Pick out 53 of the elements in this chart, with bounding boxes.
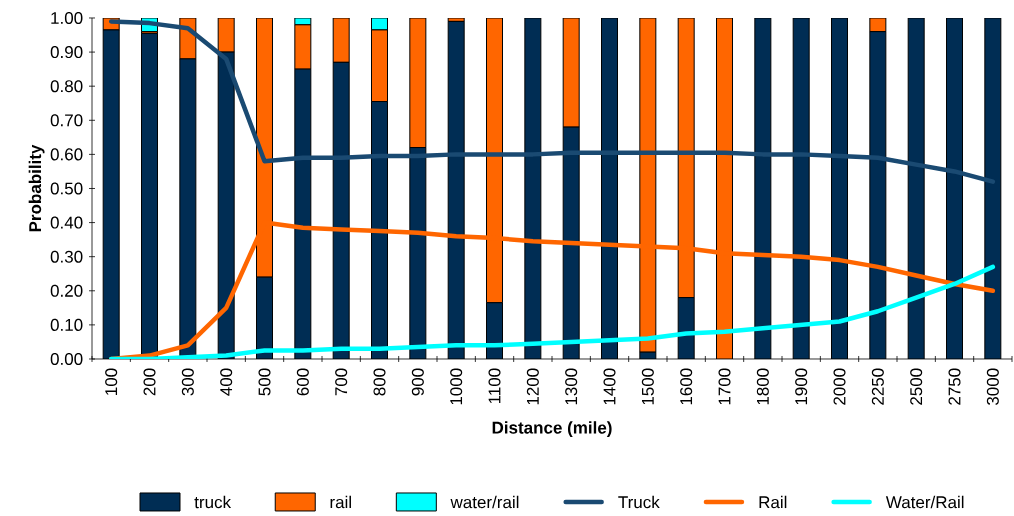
y-tick-label: 0.20 (50, 284, 83, 297)
y-tick-label: 0.30 (50, 250, 83, 263)
x-tick-label: 1700 (718, 368, 731, 405)
y-tick-label: 0.60 (50, 148, 83, 161)
x-tick-label: 100 (105, 368, 118, 395)
x-tick-label: 1000 (450, 368, 463, 405)
x-tick-label: 200 (143, 368, 156, 396)
x-tick-label: 300 (181, 368, 194, 396)
y-tick-label: 0.70 (50, 114, 83, 127)
x-tick-label: 1400 (603, 368, 616, 405)
bar (754, 17, 771, 359)
bar (946, 17, 963, 359)
x-tick-label: 1600 (680, 368, 693, 405)
x-tick-label: 500 (258, 368, 271, 396)
x-tick-label: 1500 (641, 368, 654, 405)
bar (103, 29, 120, 359)
legend-label: Water/Rail (885, 495, 964, 509)
x-tick-label: 2000 (833, 368, 846, 405)
bar (294, 24, 312, 70)
x-tick-label: 1800 (756, 368, 769, 405)
x-tick-label: 600 (296, 368, 309, 396)
x-tick-label: 2750 (948, 368, 961, 405)
bar (831, 17, 848, 359)
y-axis-title: Probability (28, 144, 45, 232)
x-tick-label: 2250 (871, 368, 884, 405)
x-axis-title: Distance (mile) (492, 421, 612, 438)
legend-label: water/rail (450, 495, 519, 509)
y-tick-label: 0.40 (50, 216, 83, 229)
y-tick-label: 0.10 (50, 318, 83, 331)
legend-label: truck (194, 495, 232, 509)
x-tick-label: 1300 (565, 368, 578, 405)
y-tick-label: 0.50 (50, 182, 83, 195)
legend-label: Rail (759, 495, 787, 509)
bar (371, 29, 389, 103)
y-tick-label: 0.80 (50, 80, 83, 93)
x-tick-label: 1200 (526, 368, 539, 405)
y-tick-label: 0.90 (50, 46, 83, 59)
x-tick-label: 700 (335, 368, 348, 396)
x-tick-label: 400 (220, 368, 233, 396)
y-tick-label: 1.00 (51, 11, 83, 25)
x-tick-label: 1900 (795, 368, 808, 405)
x-tick-label: 900 (411, 368, 424, 396)
x-tick-label: 3000 (986, 368, 999, 406)
x-tick-label: 2500 (910, 368, 923, 405)
x-tick-label: 1100 (488, 368, 501, 404)
legend-label: rail (330, 495, 351, 509)
bar (332, 17, 350, 63)
bar (984, 17, 1002, 359)
legend-label: Truck (618, 495, 660, 509)
bar (562, 17, 580, 128)
x-tick-label: 800 (373, 368, 386, 396)
bar (409, 17, 427, 149)
y-tick-label: 0.00 (50, 352, 83, 366)
